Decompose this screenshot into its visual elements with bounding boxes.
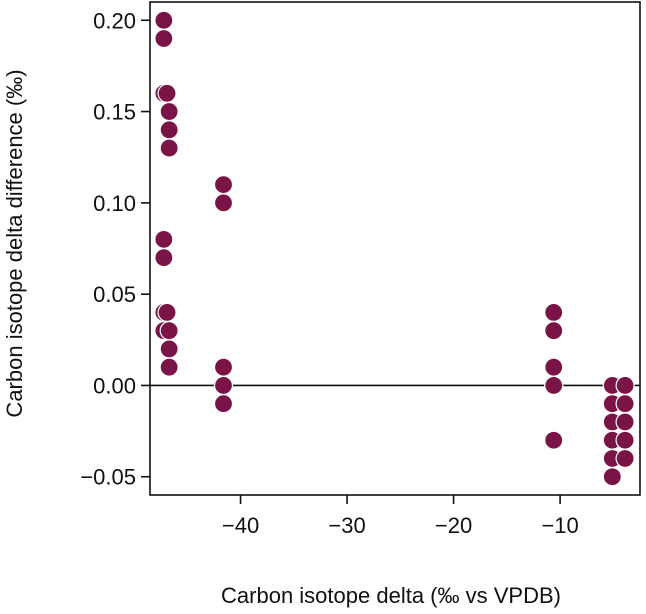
data-point [159, 321, 179, 341]
data-point [615, 394, 635, 414]
data-point [544, 321, 564, 341]
data-point [615, 448, 635, 469]
data-point [213, 394, 234, 414]
data-point [213, 174, 234, 195]
x-tick-label: −30 [328, 513, 365, 538]
y-tick-label: 0.10 [93, 191, 136, 216]
data-point [213, 375, 234, 396]
data-point [154, 229, 174, 249]
data-points-layer [154, 10, 635, 487]
x-tick-label: −20 [435, 513, 472, 538]
x-tick-label: −40 [222, 513, 259, 538]
data-point [154, 28, 174, 49]
x-axis-ticks: −40 −30 −20 −10 [222, 495, 579, 538]
y-axis-ticks: −0.05 0.00 0.05 0.10 0.15 0.20 [80, 8, 150, 490]
data-point [544, 302, 564, 323]
data-point [615, 412, 635, 432]
data-point [154, 248, 174, 268]
data-point [615, 430, 635, 450]
data-point [544, 357, 564, 377]
x-tick-label: −10 [541, 513, 578, 538]
y-tick-label: 0.20 [93, 8, 136, 33]
plot-frame [149, 1, 641, 496]
data-point [213, 193, 234, 213]
data-point [159, 138, 179, 158]
y-axis-label: Carbon isotope delta difference (‰) [2, 69, 27, 417]
y-tick-label: 0.05 [93, 282, 136, 307]
data-point [159, 101, 179, 122]
y-tick-label: −0.05 [80, 465, 136, 490]
data-point [154, 10, 174, 30]
data-point [544, 375, 564, 396]
y-tick-label: 0.00 [93, 373, 136, 398]
data-point [602, 467, 622, 487]
data-point [159, 339, 179, 359]
data-point [157, 83, 177, 103]
data-point [157, 302, 177, 323]
data-point [615, 375, 635, 396]
data-point [159, 357, 179, 377]
data-point [213, 357, 234, 377]
y-tick-label: 0.15 [93, 100, 136, 125]
x-axis-label: Carbon isotope delta (‰ vs VPDB) [221, 583, 561, 608]
data-point [544, 430, 564, 450]
data-point [159, 120, 179, 140]
